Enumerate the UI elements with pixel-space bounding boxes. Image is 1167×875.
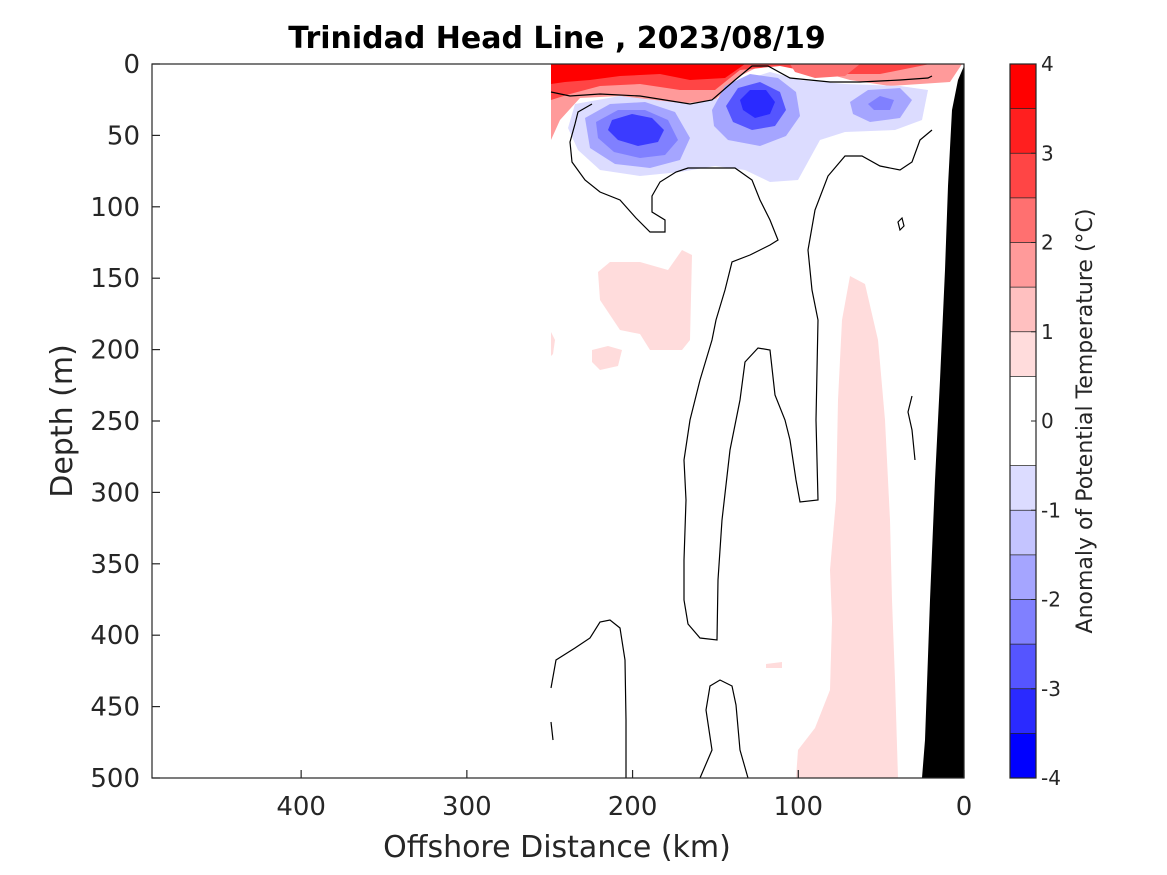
warm-surface-pocket	[790, 64, 860, 78]
colorbar-swatch	[1010, 733, 1036, 778]
colorbar-swatch	[1010, 644, 1036, 689]
y-tick-label: 400	[90, 621, 140, 651]
warm-column-east	[796, 276, 898, 778]
colorbar-tick-label: -3	[1041, 677, 1061, 701]
colorbar-swatch	[1010, 510, 1036, 555]
y-axis: 0 50 100 150 200 250 300 350 400 450 500	[90, 50, 160, 794]
colorbar-swatch	[1010, 64, 1036, 109]
colorbar-swatch	[1010, 197, 1036, 243]
x-axis: 400 300 200 100 0	[276, 770, 972, 822]
warm-patch-small	[592, 346, 622, 370]
warm-patch-west	[598, 250, 692, 350]
colorbar-tick-label: 0	[1041, 409, 1054, 433]
y-tick-label: 0	[123, 50, 140, 80]
contour-deep-b	[550, 619, 627, 778]
y-tick-label: 150	[90, 264, 140, 294]
colorbar-tick-label: 4	[1041, 52, 1054, 76]
warm-patch-edge	[551, 332, 555, 356]
y-tick-label: 450	[90, 693, 140, 723]
x-tick-label: 200	[608, 792, 658, 822]
colorbar	[1009, 63, 1037, 779]
colorbar-label: Anomaly of Potential Temperature (°C)	[1073, 209, 1098, 634]
x-tick-label: 0	[956, 792, 973, 822]
colorbar-swatch	[1010, 331, 1036, 377]
y-tick-label: 300	[90, 478, 140, 508]
y-axis-label: Depth (m)	[45, 344, 80, 498]
contour-deep-e	[907, 395, 916, 461]
cold-core-west-core	[608, 114, 664, 146]
colorbar-swatch	[1010, 108, 1036, 154]
cold-core-east-core	[868, 96, 894, 110]
colorbar-swatch	[1010, 287, 1036, 332]
colorbar-ticks: -4 -3 -2 -1 0 1 2 3 4	[1031, 52, 1061, 790]
warm-patch-tiny	[766, 662, 782, 668]
anomaly-fills	[551, 64, 962, 778]
plot-area	[151, 63, 965, 779]
zero-contours	[550, 65, 933, 779]
warm-surface-core	[551, 64, 745, 84]
y-tick-label: 350	[90, 550, 140, 580]
x-tick-label: 300	[442, 792, 492, 822]
colorbar-tick-label: -4	[1041, 766, 1061, 790]
colorbar-swatch	[1010, 465, 1036, 511]
colorbar-tick-label: 2	[1041, 231, 1054, 255]
contour-deep-a	[569, 103, 933, 641]
colorbar-tick-label: 1	[1041, 320, 1054, 344]
contour-deep-f	[897, 216, 905, 232]
x-tick-label: 100	[773, 792, 823, 822]
y-tick-label: 100	[90, 193, 140, 223]
contour-deep-c	[550, 721, 554, 741]
y-tick-label: 500	[90, 764, 140, 794]
y-tick-label: 200	[90, 336, 140, 366]
cold-core-mid-core	[740, 90, 775, 118]
x-axis-label: Offshore Distance (km)	[383, 830, 731, 865]
colorbar-swatch	[1010, 242, 1036, 288]
colorbar-tick-label: -2	[1041, 588, 1061, 612]
contour-deep-d	[699, 679, 749, 779]
colorbar-swatch	[1010, 688, 1036, 734]
x-tick-label: 400	[276, 792, 326, 822]
colorbar-swatch	[1010, 153, 1036, 198]
colorbar-swatch	[1010, 554, 1036, 600]
chart-title: Trinidad Head Line , 2023/08/19	[288, 21, 825, 56]
colorbar-tick-label: -1	[1041, 498, 1061, 522]
colorbar-swatch	[1010, 599, 1036, 645]
colorbar-tick-label: 3	[1041, 141, 1054, 165]
contour-surface	[550, 65, 933, 105]
seafloor-mask	[922, 66, 964, 778]
y-tick-label: 50	[107, 121, 140, 151]
y-tick-label: 250	[90, 407, 140, 437]
